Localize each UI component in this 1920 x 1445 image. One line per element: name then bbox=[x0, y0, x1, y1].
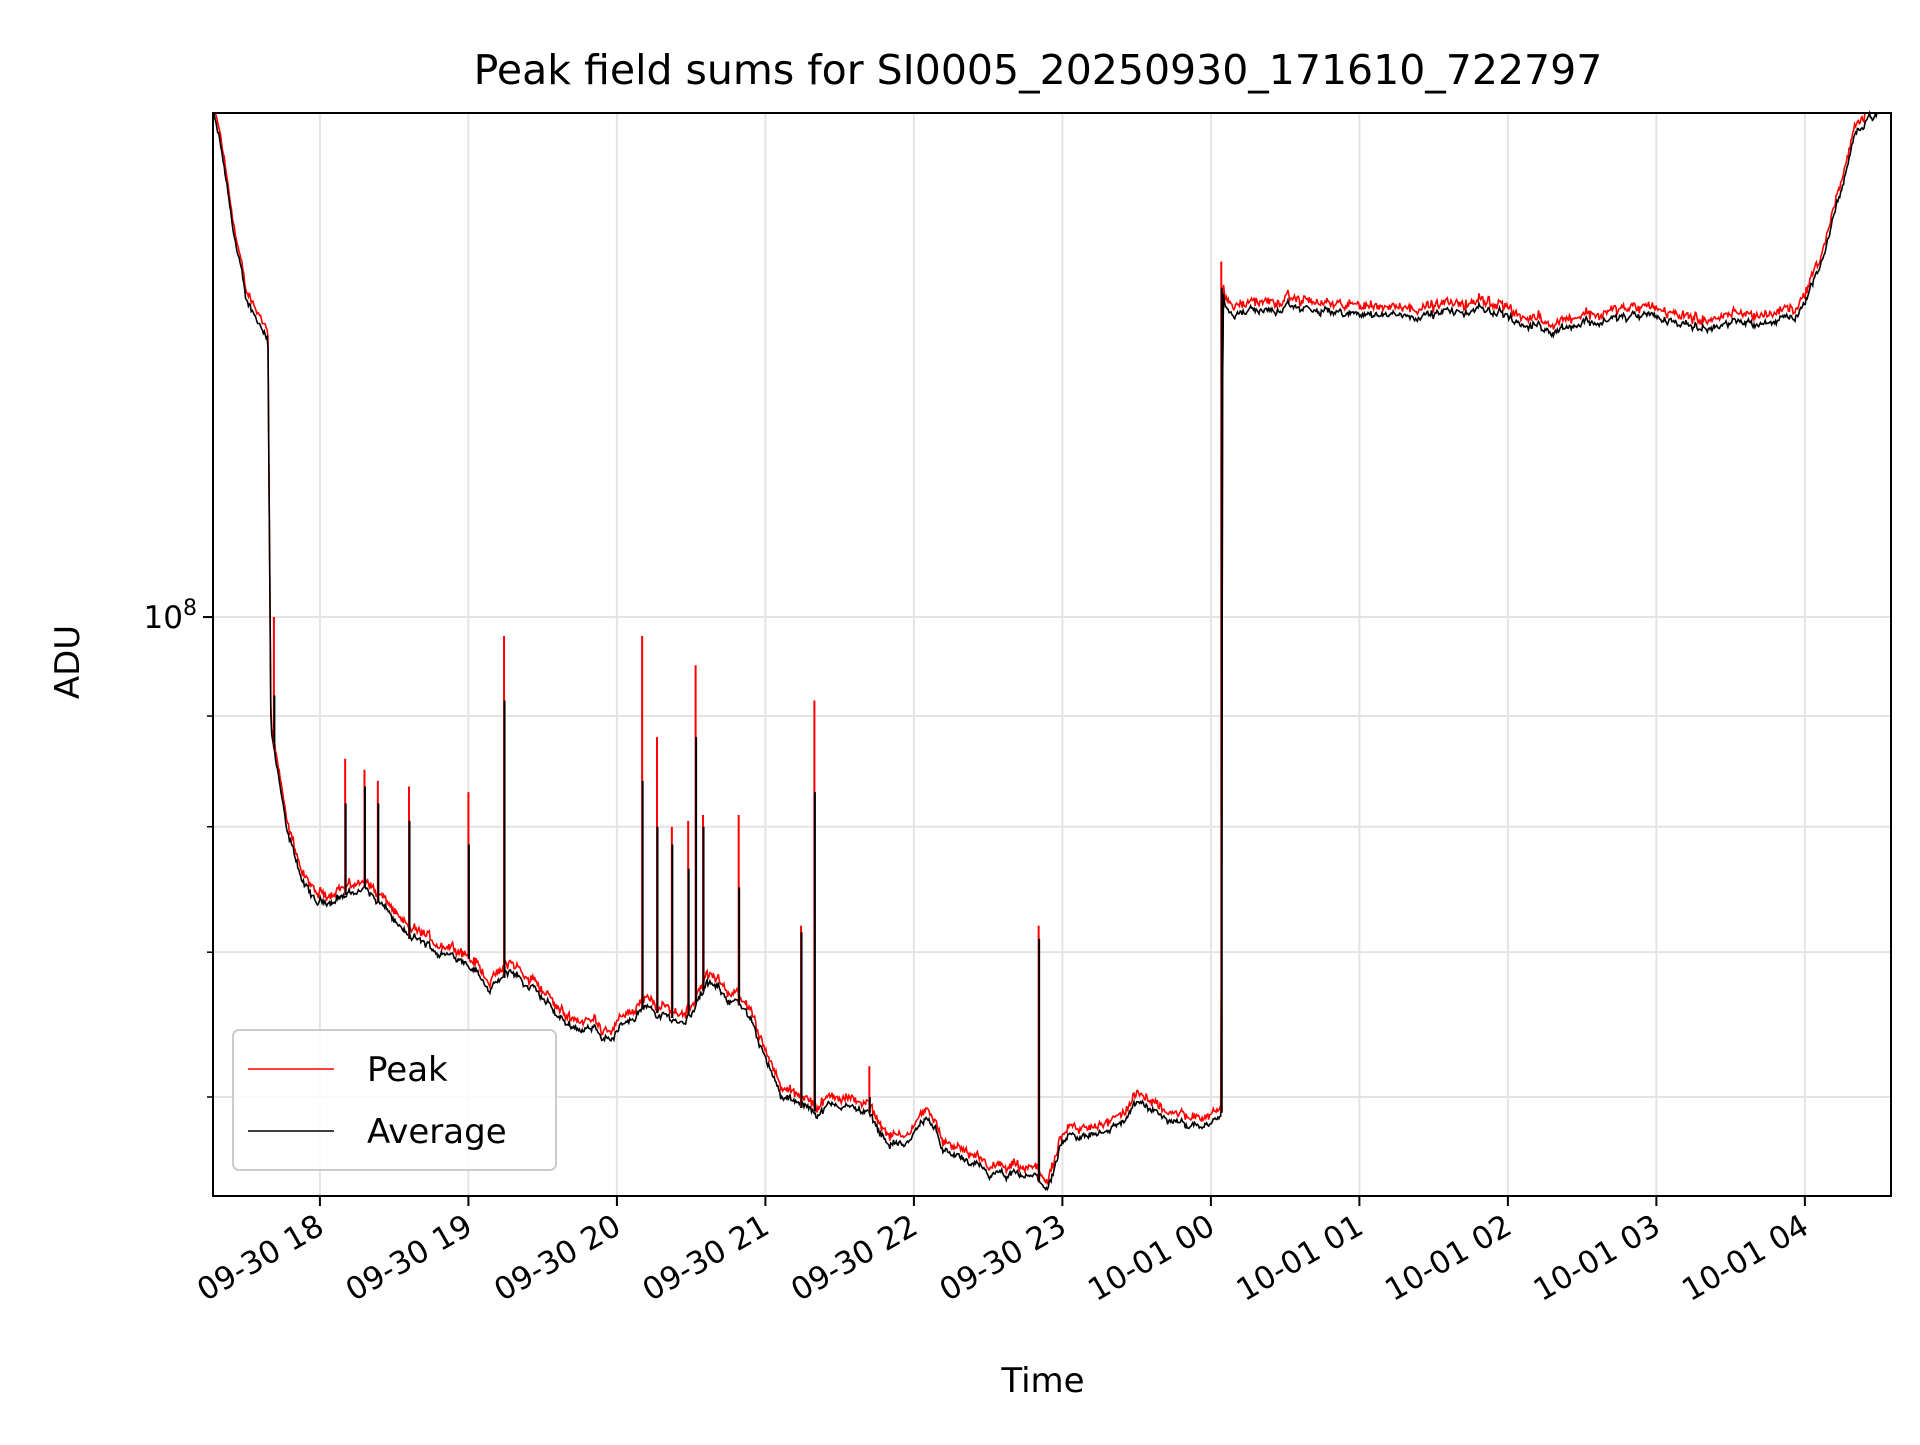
chart-title: Peak field sums for SI0005_20250930_1716… bbox=[474, 46, 1603, 94]
legend-box bbox=[232, 1029, 557, 1171]
legend-label-average: Average bbox=[367, 1112, 507, 1152]
series-line-peak bbox=[213, 112, 1891, 1186]
grid-layer bbox=[213, 113, 1891, 1196]
x-axis-label: Time bbox=[1000, 1361, 1084, 1401]
y-tick-label: 108 bbox=[144, 596, 197, 636]
lines-layer bbox=[213, 109, 1891, 1192]
series-line-average bbox=[213, 109, 1891, 1192]
legend-label-peak: Peak bbox=[367, 1050, 448, 1090]
legend: Peak Average bbox=[232, 1029, 557, 1171]
plot-frame bbox=[212, 112, 1892, 1197]
y-axis-label: ADU bbox=[48, 625, 88, 699]
